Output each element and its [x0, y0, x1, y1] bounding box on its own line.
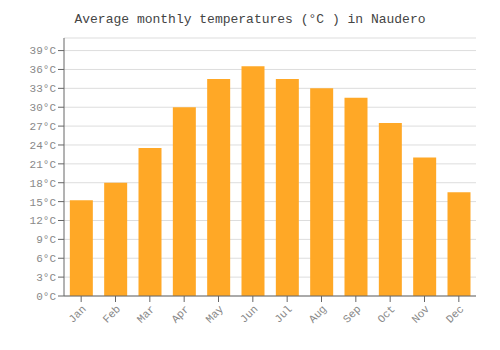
svg-text:18°C: 18°C [30, 178, 57, 190]
svg-text:9°C: 9°C [36, 234, 56, 246]
svg-text:Jan: Jan [66, 303, 88, 325]
svg-text:36°C: 36°C [30, 64, 57, 76]
svg-text:Feb: Feb [101, 303, 123, 325]
svg-text:6°C: 6°C [36, 253, 56, 265]
svg-text:24°C: 24°C [30, 140, 57, 152]
svg-text:33°C: 33°C [30, 83, 57, 95]
svg-text:May: May [204, 303, 227, 326]
svg-text:3°C: 3°C [36, 272, 56, 284]
svg-text:Apr: Apr [169, 303, 191, 325]
svg-text:21°C: 21°C [30, 159, 57, 171]
svg-text:Dec: Dec [444, 303, 466, 325]
html-text:Average monthly temperatures (: Average monthly temperatures (°C ) in Na… [74, 12, 426, 27]
svg-text:Nov: Nov [410, 303, 433, 326]
svg-text:27°C: 27°C [30, 121, 57, 133]
svg-text:Sep: Sep [341, 303, 363, 325]
svg-text:Aug: Aug [307, 303, 329, 325]
svg-text:Jun: Jun [238, 303, 260, 325]
svg-text:Jul: Jul [272, 303, 294, 325]
svg-text:Mar: Mar [135, 303, 157, 325]
svg-text:15°C: 15°C [30, 197, 57, 209]
svg-text:Oct: Oct [375, 303, 397, 325]
svg-text:39°C: 39°C [30, 45, 57, 57]
svg-text:30°C: 30°C [30, 102, 57, 114]
svg-text:12°C: 12°C [30, 215, 57, 227]
svg-text:0°C: 0°C [36, 291, 56, 303]
